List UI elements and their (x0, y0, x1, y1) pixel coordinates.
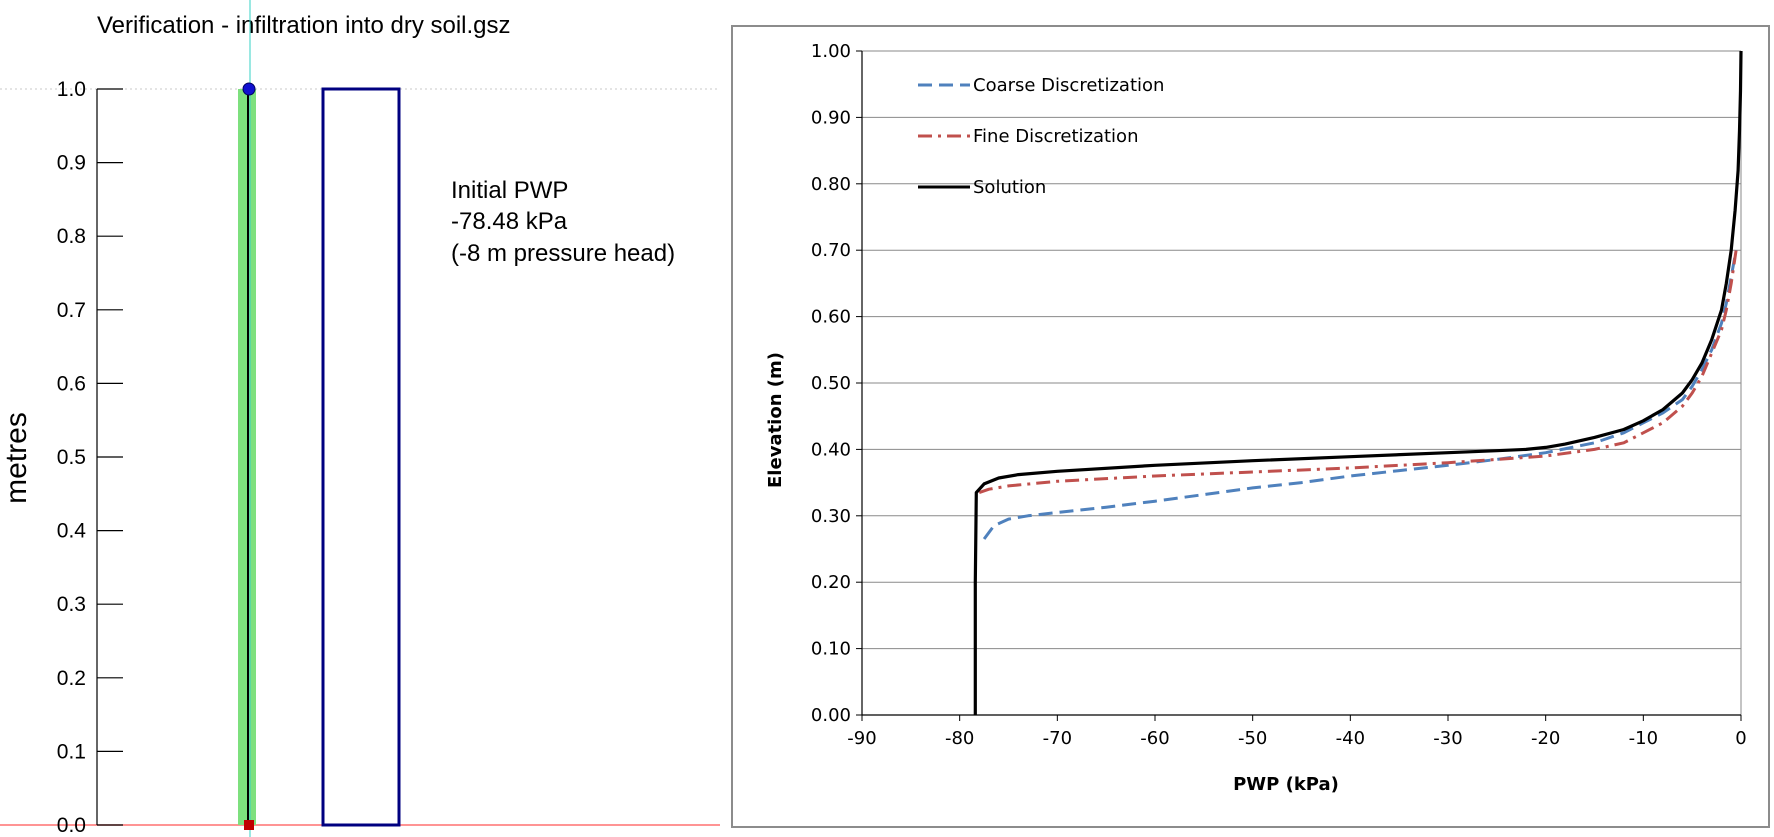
top-node-point[interactable] (242, 82, 256, 96)
annotation-line-3: (-8 m pressure head) (451, 240, 675, 267)
x-tick-label: -40 (1336, 728, 1365, 749)
chart-axes: 0.00 0.10 0.20 0.30 0.40 0.50 0.60 0.70 0.80 0.90… (811, 41, 1747, 749)
chart-legend: Coarse Discretization Fine Discretization… (918, 75, 1164, 198)
y-axis-label: Elevation (m) (765, 352, 786, 488)
y-tick-label: 1.00 (811, 41, 851, 62)
x-tick-label: -70 (1043, 728, 1072, 749)
model-y-tick-label: 0.3 (57, 593, 86, 616)
y-tick-label: 0.60 (811, 307, 851, 328)
y-tick-label: 0.00 (811, 705, 851, 726)
x-tick-label: -10 (1629, 728, 1658, 749)
model-y-tick-label: 0.5 (57, 446, 86, 469)
annotation-line-1: Initial PWP (451, 177, 568, 204)
mesh-region-rectangle[interactable] (321, 87, 401, 827)
y-tick-label: 0.90 (811, 107, 851, 128)
chart-gridlines (862, 50, 1742, 715)
bottom-node-point[interactable] (244, 820, 254, 830)
legend-label: Fine Discretization (973, 126, 1138, 147)
model-view-canvas: Verification - infiltration into dry soi… (0, 0, 720, 837)
x-tick-label: -20 (1531, 728, 1560, 749)
model-y-tick-label: 0.7 (57, 299, 86, 322)
pwp-chart-panel: 0.00 0.10 0.20 0.30 0.40 0.50 0.60 0.70 0.80 0.90… (731, 25, 1770, 828)
x-tick-label: -90 (847, 728, 876, 749)
y-tick-label: 0.80 (811, 174, 851, 195)
x-tick-label: -50 (1238, 728, 1267, 749)
model-y-tick-label: 1.0 (57, 78, 86, 101)
model-y-tick-label: 0.4 (57, 520, 87, 543)
model-y-tick-label: 0.9 (57, 152, 86, 175)
model-y-tick-label: 0.8 (57, 225, 86, 248)
series-line-fine-discretization (978, 249, 1738, 495)
series-line-coarse-discretization (982, 249, 1738, 540)
model-view-title: Verification - infiltration into dry soi… (97, 12, 511, 39)
legend-label: Solution (973, 177, 1046, 198)
model-y-tick-label: 0.6 (57, 372, 86, 395)
annotation-line-2: -78.48 kPa (451, 208, 568, 235)
y-tick-label: 0.20 (811, 572, 851, 593)
x-tick-label: -60 (1140, 728, 1169, 749)
y-tick-label: 0.30 (811, 506, 851, 527)
model-y-tick-label: 0.1 (57, 740, 86, 763)
y-tick-label: 0.70 (811, 240, 851, 261)
model-view-panel: Verification - infiltration into dry soi… (0, 0, 720, 837)
x-tick-label: -80 (945, 728, 974, 749)
x-tick-label: -30 (1433, 728, 1462, 749)
model-y-tick-label: 0.2 (57, 667, 86, 690)
x-tick-label: 0 (1735, 728, 1746, 749)
model-y-tick-label: 0.0 (57, 814, 86, 837)
chart-series (973, 50, 1743, 715)
x-axis-label: PWP (kPa) (1233, 774, 1339, 795)
pwp-chart: 0.00 0.10 0.20 0.30 0.40 0.50 0.60 0.70 0.80 0.90… (765, 41, 1747, 795)
y-tick-label: 0.10 (811, 639, 851, 660)
y-tick-label: 0.40 (811, 439, 851, 460)
legend-label: Coarse Discretization (973, 75, 1164, 96)
model-axis-label: metres (0, 412, 33, 504)
series-line-solution (973, 50, 1743, 715)
y-tick-label: 0.50 (811, 373, 851, 394)
model-y-axis: 1.0 0.9 0.8 0.7 0.6 0.5 0.4 0.3 0.2 0.1 0.0 (0, 78, 720, 837)
